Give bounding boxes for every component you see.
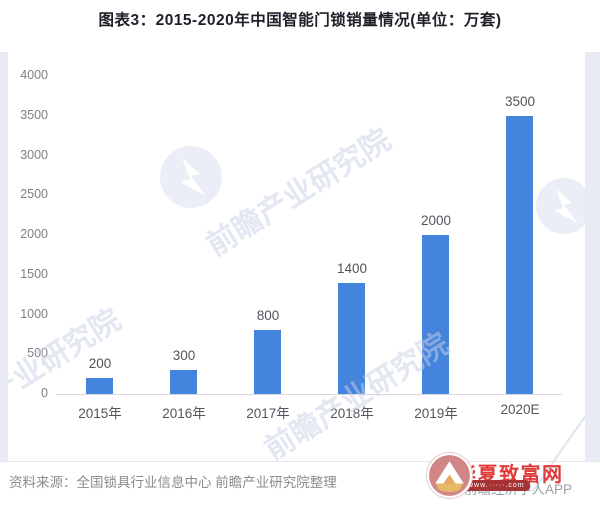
site-url-badge: www.·····.com <box>463 480 530 491</box>
bar-2020E <box>506 116 533 394</box>
x-axis-category-label: 2015年 <box>78 406 122 421</box>
bar-2017年 <box>254 330 281 394</box>
x-axis-line <box>56 394 562 395</box>
bar-value-label: 300 <box>172 348 196 363</box>
page-background-strip-right <box>585 52 600 461</box>
y-axis-tick-label: 2000 <box>20 227 48 241</box>
site-logo-icon <box>426 452 473 499</box>
source-note: 资料来源：全国锁具行业信息中心 前瞻产业研究院整理 <box>9 475 337 490</box>
bar-2018年 <box>338 283 365 394</box>
x-axis-category-label: 2018年 <box>330 406 374 421</box>
bar-value-label: 1400 <box>336 261 368 276</box>
y-axis-tick-label: 500 <box>27 346 48 361</box>
chart-title: 图表3：2015-2020年中国智能门锁销量情况(单位：万套) <box>98 12 502 29</box>
x-axis-category-label: 2016年 <box>162 406 206 421</box>
y-axis-tick-label: 3500 <box>20 107 48 122</box>
bar-2015年 <box>86 378 113 394</box>
y-axis-tick-label: 2500 <box>20 187 48 202</box>
x-axis-category-label: 2019年 <box>414 406 458 421</box>
footer-divider <box>0 461 600 462</box>
bar-value-label: 2000 <box>420 213 452 228</box>
bar-value-label: 3500 <box>504 94 536 109</box>
x-axis-category-label: 2017年 <box>246 406 290 421</box>
y-axis-tick-label: 4000 <box>20 68 48 82</box>
bar-2016年 <box>170 370 197 394</box>
page-background-strip-left <box>0 52 8 461</box>
y-axis-tick-label: 1500 <box>20 266 48 281</box>
bar-value-label: 200 <box>88 356 112 371</box>
y-axis-tick-label: 0 <box>41 386 48 400</box>
bar-value-label: 800 <box>256 308 280 323</box>
y-axis-tick-label: 3000 <box>20 147 48 162</box>
bar-2019年 <box>422 235 449 394</box>
y-axis-tick-label: 1000 <box>20 306 48 321</box>
x-axis-category-label: 2020E <box>500 402 540 417</box>
